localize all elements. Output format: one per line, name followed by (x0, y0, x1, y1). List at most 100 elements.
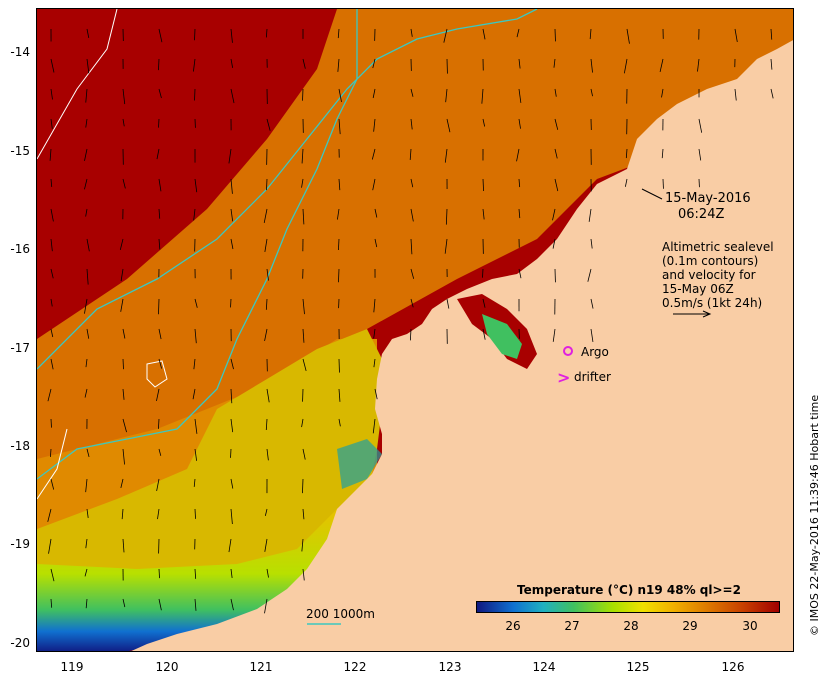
velocity-arrow (264, 598, 268, 614)
colorbar-tick: 28 (623, 619, 639, 633)
altimetry-line: (0.1m contours) (662, 254, 759, 268)
x-tick-label: 123 (438, 660, 462, 674)
sst-map-canvas (37, 9, 793, 651)
velocity-arrow (626, 28, 630, 44)
velocity-arrow (194, 178, 198, 193)
velocity-arrow (588, 208, 592, 222)
velocity-arrow (482, 298, 486, 308)
velocity-arrow (85, 538, 88, 549)
velocity-arrow (85, 88, 88, 103)
velocity-arrow (265, 298, 268, 310)
velocity-arrow (158, 58, 160, 71)
velocity-arrow (158, 568, 160, 579)
velocity-arrow (554, 148, 558, 159)
velocity-arrow (50, 568, 55, 582)
velocity-arrow (302, 298, 305, 315)
velocity-arrow (158, 358, 163, 369)
velocity-arrow (228, 148, 232, 164)
velocity-arrow (158, 238, 161, 250)
velocity-arrow (554, 178, 559, 192)
velocity-arrow (158, 598, 162, 611)
velocity-arrow (194, 328, 197, 344)
velocity-arrow (590, 58, 593, 73)
velocity-arrow (410, 88, 414, 97)
velocity-arrow (590, 298, 594, 309)
velocity-arrow (122, 538, 125, 553)
velocity-arrow (48, 538, 52, 554)
velocity-arrow (337, 28, 340, 39)
velocity-arrow (122, 418, 127, 433)
ocean-yellow-zone (37, 329, 387, 599)
velocity-arrow (50, 478, 55, 490)
velocity-arrow (410, 298, 414, 308)
depth-scale-label: 200 1000m (306, 607, 375, 621)
legend-drifter-label: drifter (574, 370, 611, 384)
y-tick-label: -15 (10, 144, 30, 158)
velocity-arrow (302, 478, 304, 494)
contour-1000m (37, 9, 358, 480)
velocity-arrow (482, 268, 484, 278)
time-pointer-line (641, 188, 663, 200)
velocity-arrow (734, 88, 737, 101)
velocity-arrow (192, 58, 196, 72)
velocity-arrow (372, 58, 376, 69)
velocity-arrow (50, 358, 54, 370)
velocity-arrow (122, 88, 126, 105)
velocity-arrow (338, 178, 341, 191)
velocity-scale-arrowhead (702, 310, 712, 318)
velocity-arrow (194, 298, 198, 308)
y-tick-label: -14 (10, 45, 30, 59)
colorbar (476, 601, 780, 613)
velocity-arrow (266, 118, 271, 131)
velocity-arrow (158, 328, 162, 340)
velocity-arrow (47, 388, 52, 402)
velocity-arrow (266, 448, 269, 461)
copyright-label: © IMOS 22-May-2016 11:39:46 Hobart time (808, 394, 820, 636)
velocity-arrow (193, 208, 196, 221)
velocity-arrow (194, 568, 197, 579)
velocity-arrow (553, 58, 556, 68)
contour-200m (37, 9, 538, 370)
velocity-arrow (698, 148, 702, 161)
velocity-arrow (302, 508, 305, 520)
velocity-arrow (409, 148, 412, 160)
velocity-arrow (263, 208, 268, 224)
velocity-arrow (158, 28, 163, 43)
velocity-arrow (552, 238, 556, 249)
velocity-arrow (410, 238, 413, 255)
velocity-arrow (338, 118, 341, 135)
altimetry-line: and velocity for (662, 268, 756, 282)
x-tick-label: 121 (249, 660, 273, 674)
velocity-arrow (446, 298, 450, 309)
velocity-arrow (590, 328, 594, 343)
colorbar-tick: 27 (564, 619, 580, 633)
velocity-arrow (47, 508, 52, 522)
velocity-arrow (661, 148, 664, 159)
velocity-arrow (230, 478, 234, 489)
velocity-arrow (302, 58, 306, 69)
velocity-arrows (47, 28, 774, 614)
land-mass (131, 40, 793, 651)
velocity-arrow (50, 58, 55, 73)
velocity-arrow (156, 148, 160, 160)
velocity-arrow (301, 418, 304, 428)
contour-white (37, 9, 118, 160)
velocity-arrow (121, 508, 124, 520)
velocity-arrow (516, 148, 520, 162)
velocity-arrow (301, 538, 304, 552)
velocity-arrow (49, 148, 52, 161)
x-tick-label: 126 (721, 660, 745, 674)
velocity-arrow (409, 328, 412, 341)
velocity-arrow (230, 178, 233, 194)
velocity-arrow (230, 568, 233, 578)
y-tick-label: -19 (10, 537, 30, 551)
date-label: 15-May-2016 (665, 191, 751, 206)
velocity-arrow (518, 88, 522, 103)
velocity-arrow (264, 538, 268, 552)
velocity-arrow (373, 358, 376, 368)
velocity-arrow (230, 238, 234, 250)
velocity-arrow (338, 418, 341, 427)
velocity-arrow (156, 478, 160, 492)
velocity-arrow (482, 208, 485, 220)
velocity-arrow (444, 238, 448, 254)
